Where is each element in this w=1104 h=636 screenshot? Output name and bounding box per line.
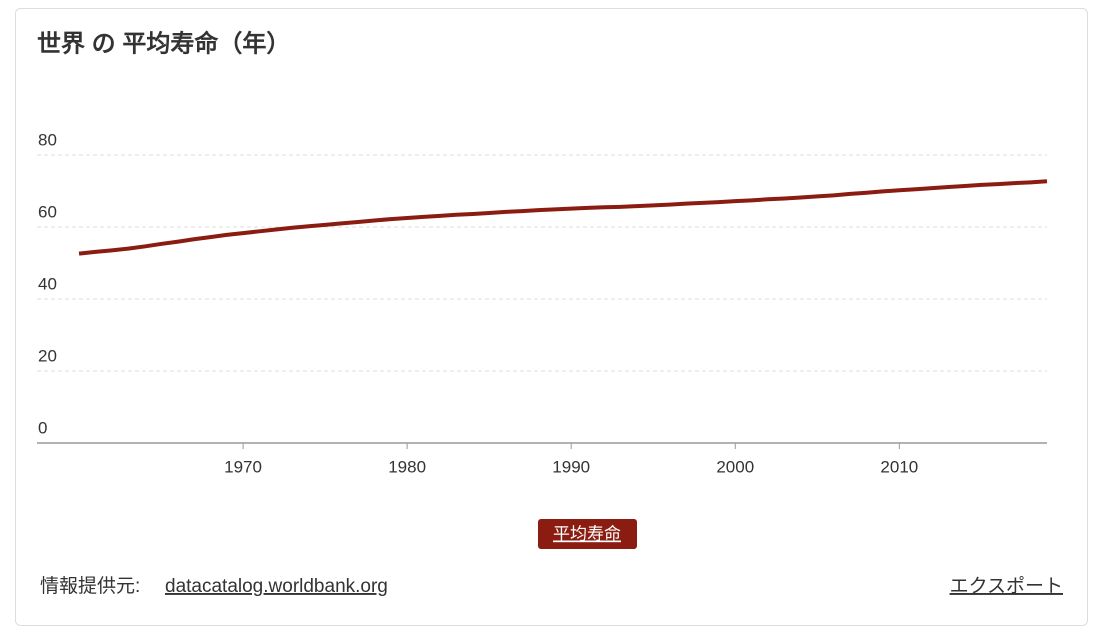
export-link[interactable]: エクスポート bbox=[950, 575, 1063, 597]
series-line bbox=[78, 179, 1048, 256]
y-tick-label: 40 bbox=[38, 274, 57, 293]
card-border bbox=[15, 8, 1088, 626]
y-tick-label: 20 bbox=[38, 346, 57, 365]
source-link[interactable]: datacatalog.worldbank.org bbox=[165, 576, 388, 597]
x-tick-label: 1980 bbox=[388, 457, 426, 476]
x-tick-label: 1970 bbox=[224, 457, 262, 476]
x-tick-label: 2010 bbox=[880, 457, 918, 476]
legend-label[interactable]: 平均寿命 bbox=[553, 524, 621, 543]
source-label: 情報提供元: bbox=[40, 575, 140, 597]
x-tick-label: 2000 bbox=[716, 457, 754, 476]
chart-title: 世界 の 平均寿命（年） bbox=[37, 29, 290, 57]
x-tick-label: 1990 bbox=[552, 457, 590, 476]
y-tick-label: 80 bbox=[38, 130, 57, 149]
y-tick-label: 60 bbox=[38, 202, 57, 221]
legend-button[interactable] bbox=[538, 519, 637, 549]
y-tick-label: 0 bbox=[38, 418, 47, 437]
